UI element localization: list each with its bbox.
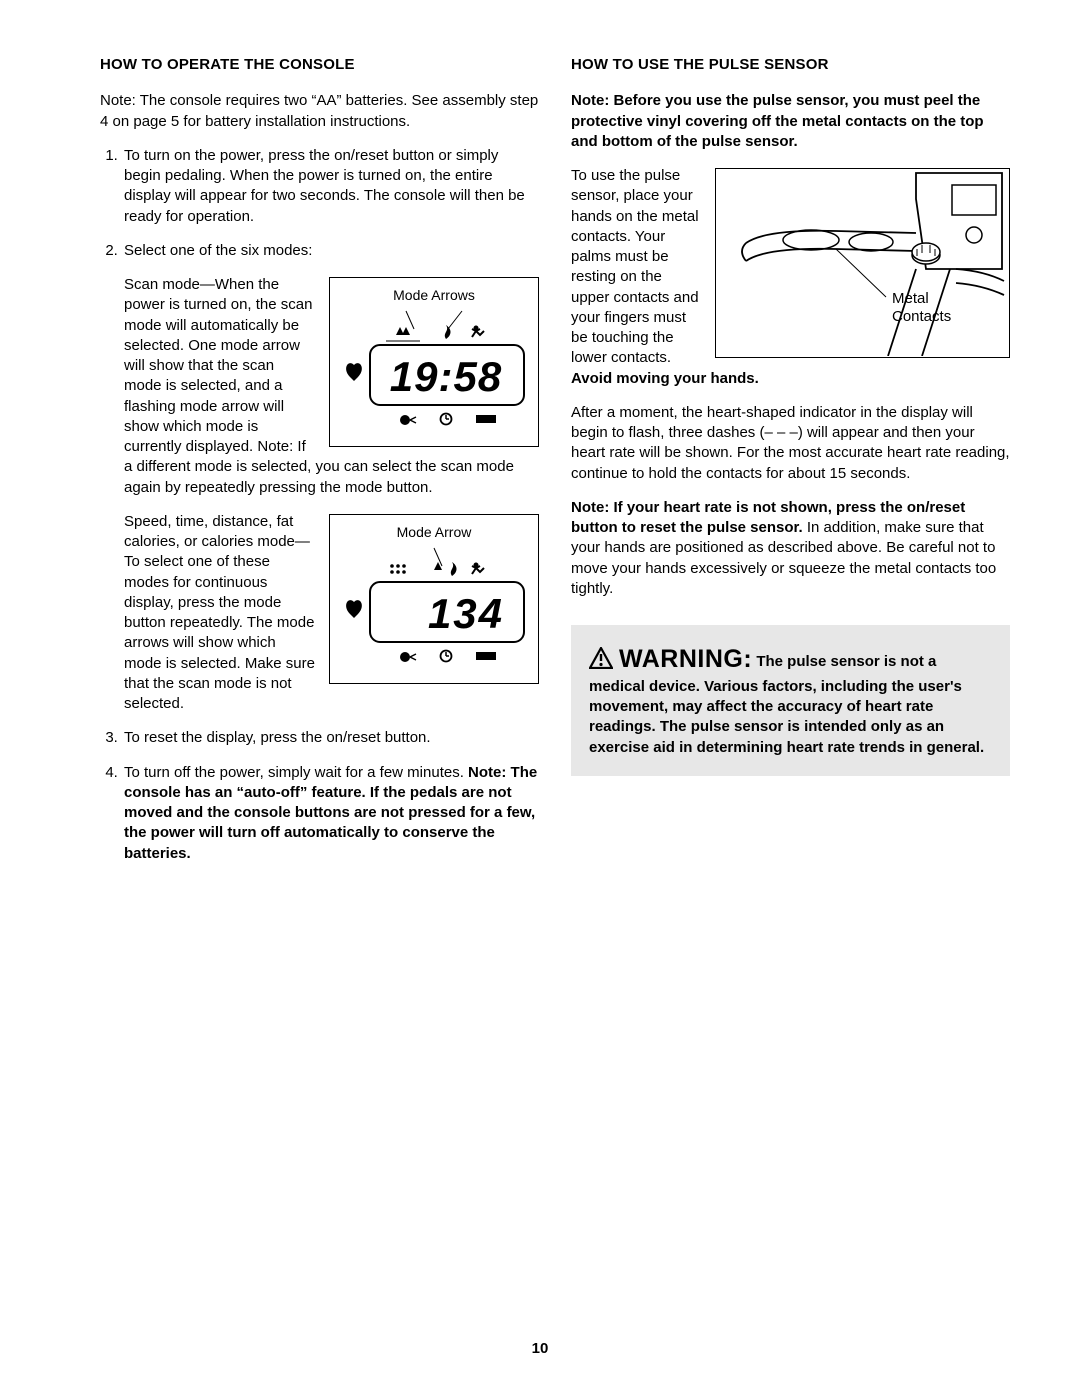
manual-page: HOW TO OPERATE THE CONSOLE Note: The con… [0,0,1080,1397]
page-number: 10 [0,1339,1080,1359]
lcd-2-label: Mode Arrow [336,523,532,542]
svg-text:19:58: 19:58 [390,353,502,400]
instruction-list: To turn on the power, press the on/reset… [100,146,539,864]
warning-title: WARNING: [619,645,752,673]
lcd-1-label: Mode Arrows [336,286,532,305]
right-column: HOW TO USE THE PULSE SENSOR Note: Before… [571,55,1010,878]
left-heading: HOW TO OPERATE THE CONSOLE [100,55,539,75]
lcd-2-svg: 134 [336,544,532,672]
speed-mode-text: Speed, time, distance, fat calories, or … [124,513,315,712]
warning-icon [589,647,613,675]
instruction-2-intro: Select one of the six modes: [124,242,312,259]
lcd-diagram-1: Mode Arrows [329,277,539,447]
warning-box: WARNING: The pulse sensor is not a medic… [571,625,1010,776]
pulse-para3: Note: If your heart rate is not shown, p… [571,498,1010,599]
instruction-4: To turn off the power, simply wait for a… [122,763,539,864]
right-heading: HOW TO USE THE PULSE SENSOR [571,55,1010,75]
pulse-block: Metal Contacts To use the pulse sensor, … [571,166,1010,389]
pulse-para1a: To use the pulse sensor, place your hand… [571,167,699,366]
pulse-para1b: Avoid moving your hands. [571,370,759,387]
instruction-4a: To turn off the power, simply wait for a… [124,764,468,781]
scan-mode-block: Mode Arrows [124,275,539,498]
speed-mode-block: Mode Arrow [124,512,539,715]
left-column: HOW TO OPERATE THE CONSOLE Note: The con… [100,55,539,878]
svg-text:Metal: Metal [892,290,929,307]
lcd-1-svg: 19:58 [336,307,532,435]
columns: HOW TO OPERATE THE CONSOLE Note: The con… [100,55,1010,878]
lcd-diagram-2: Mode Arrow [329,514,539,684]
instruction-2: Select one of the six modes: Mode Arrows [122,241,539,715]
pulse-para2: After a moment, the heart-shaped indicat… [571,403,1010,484]
svg-text:134: 134 [428,590,504,637]
instruction-3: To reset the display, press the on/reset… [122,728,539,748]
warning-content: WARNING: The pulse sensor is not a medic… [589,643,992,758]
pulse-svg: Metal Contacts [716,169,1008,356]
pulse-diagram: Metal Contacts [715,168,1010,358]
left-note: Note: The console requires two “AA” batt… [100,91,539,132]
right-note1: Note: Before you use the pulse sensor, y… [571,91,1010,152]
svg-text:Contacts: Contacts [892,308,951,325]
instruction-1: To turn on the power, press the on/reset… [122,146,539,227]
